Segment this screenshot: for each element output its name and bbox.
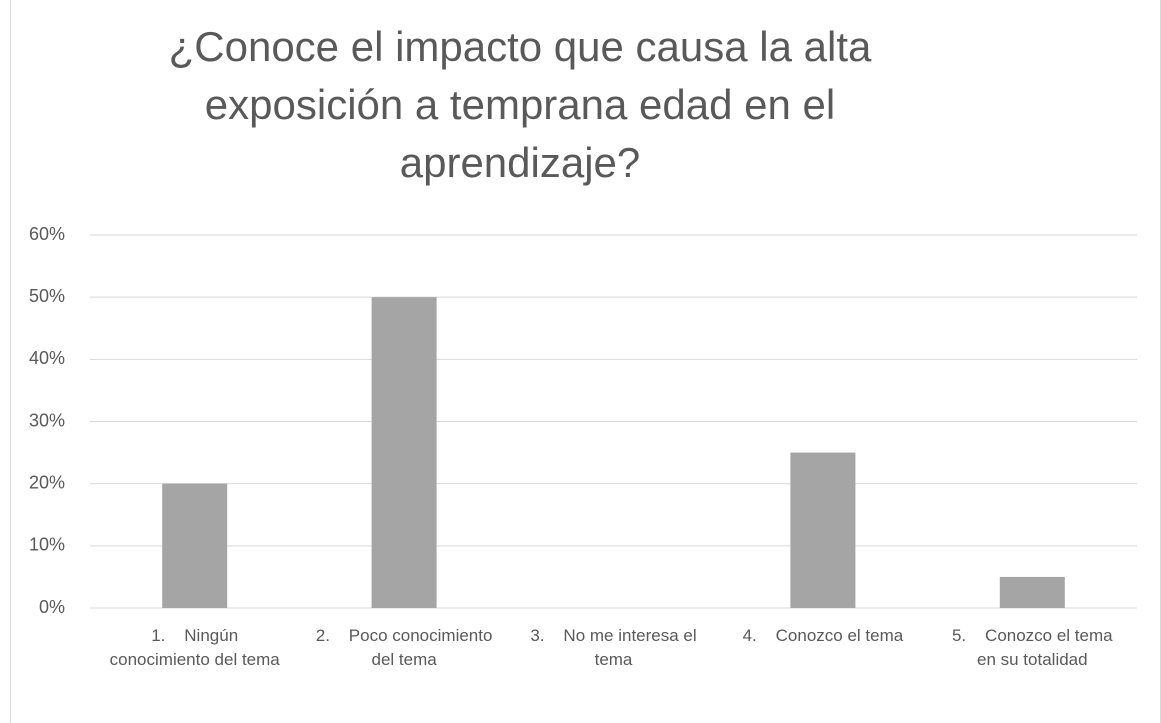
bar (790, 452, 856, 608)
x-tick-label: 3. No me interesa el tema (530, 626, 702, 669)
bar (371, 297, 437, 608)
y-tick-label: 30% (29, 410, 65, 430)
y-tick-label: 50% (29, 286, 65, 306)
y-tick-label: 60% (29, 224, 65, 244)
y-tick-label: 20% (29, 472, 65, 492)
x-tick-label: 4. Conozco el tema (742, 626, 904, 645)
y-tick-label: 0% (39, 597, 65, 617)
x-tick-label: 1. Ningún conocimiento del tema (109, 626, 280, 669)
y-tick-label: 40% (29, 348, 65, 368)
chart-title: ¿Conoce el impacto que causa la alta exp… (168, 23, 872, 186)
y-tick-label: 10% (29, 535, 65, 555)
x-tick-label: 5. Conozco el tema en su totalidad (951, 626, 1118, 669)
bar (999, 576, 1065, 608)
bar (162, 483, 228, 608)
x-tick-label: 2. Poco conocimiento del tema (315, 626, 493, 669)
